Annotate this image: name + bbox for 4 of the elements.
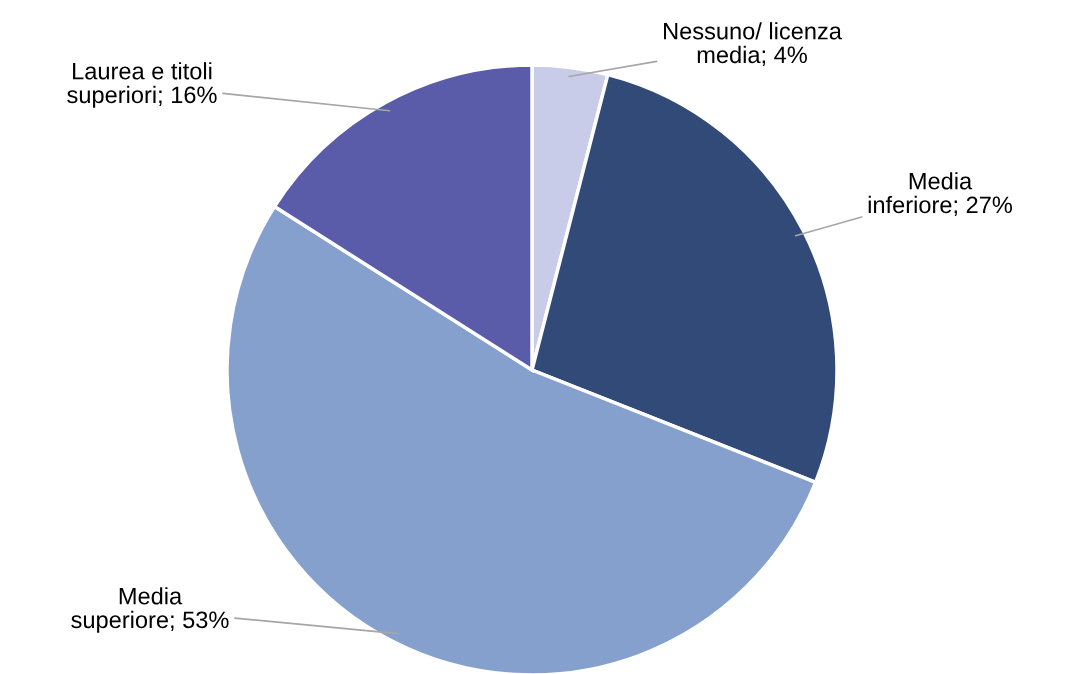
- slice-label: Nessuno/ licenza media; 4%: [664, 22, 842, 66]
- slice-label: Laurea e titoli superiori; 16%: [67, 62, 217, 108]
- slice-label: Media inferiore; 27%: [868, 172, 1012, 216]
- slice-label: Media superiore; 53%: [71, 587, 229, 633]
